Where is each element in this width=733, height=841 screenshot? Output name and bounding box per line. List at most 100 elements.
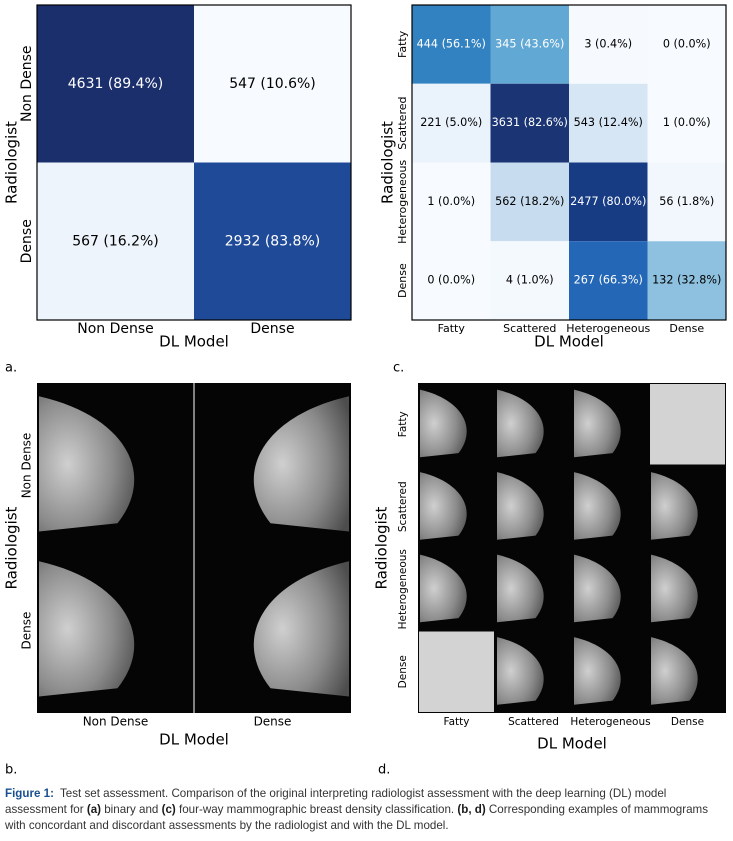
caption-label: Figure 1: — [5, 787, 54, 800]
mammogram — [39, 396, 135, 532]
cell-value: 4631 (89.4%) — [68, 76, 163, 92]
mammogram — [651, 472, 698, 540]
cell-value: 0 (0.0%) — [427, 274, 475, 287]
matrix-cell — [412, 241, 491, 320]
y-tick-label: Scattered — [396, 97, 409, 150]
mammogram — [574, 554, 621, 623]
empty-image — [650, 384, 725, 465]
matrix-cell — [569, 83, 648, 163]
x-tick-label: Non Dense — [77, 321, 154, 337]
mammogram — [253, 396, 349, 532]
mammogram — [420, 554, 467, 623]
matrix-cell — [490, 241, 569, 320]
cell-value: 547 (10.6%) — [229, 76, 316, 92]
y-axis-title: Radiologist — [3, 121, 21, 204]
matrix-cell — [490, 5, 569, 84]
panel-label: b. — [5, 763, 17, 778]
cell-value: 0 (0.0%) — [663, 37, 711, 50]
empty-image — [419, 631, 494, 712]
matrix-frame — [36, 4, 352, 321]
matrix-cell — [37, 162, 194, 320]
y-tick-label: Dense — [20, 612, 34, 650]
y-axis-title: Radiologist — [373, 506, 391, 589]
x-tick-label: Non Dense — [83, 715, 149, 729]
y-tick-label: Heterogeneous — [396, 160, 409, 244]
matrix-cell — [37, 5, 194, 163]
x-axis-title: DL Model — [537, 735, 607, 753]
matrix-cell — [412, 5, 491, 84]
x-tick-label: Dense — [671, 716, 704, 728]
mammogram — [497, 389, 544, 458]
x-tick-label: Heterogeneous — [570, 716, 650, 728]
mammogram — [574, 472, 621, 540]
caption-panel-ref: (c) — [161, 803, 176, 816]
cell-value: 3 (0.4%) — [584, 37, 632, 50]
matrix-cell — [194, 162, 351, 320]
matrix-cell — [490, 162, 569, 242]
mammogram — [574, 637, 621, 705]
x-axis-title: DL Model — [159, 333, 229, 351]
cell-value: 56 (1.8%) — [659, 195, 714, 208]
x-tick-label: Scattered — [503, 322, 556, 335]
y-tick-label: Fatty — [396, 30, 409, 58]
cell-value: 543 (12.4%) — [574, 116, 643, 129]
cell-value: 221 (5.0%) — [420, 116, 482, 129]
caption-text: four-way mammographic breast density cla… — [175, 803, 458, 816]
caption: Figure 1: Test set assessment. Comparison… — [5, 786, 727, 834]
mammogram — [651, 554, 698, 623]
caption-panel-ref: (b, d) — [457, 803, 486, 816]
panel-label: c. — [393, 361, 404, 376]
matrix-cell — [194, 5, 351, 163]
cell-value: 2477 (80.0%) — [570, 195, 646, 208]
matrix-cell — [647, 162, 726, 242]
x-tick-label: Fatty — [444, 716, 470, 728]
mammogram — [420, 389, 467, 458]
cell-value: 3631 (82.6%) — [492, 116, 568, 129]
cell-value: 4 (1.0%) — [506, 274, 554, 287]
caption-text: Corresponding examples of mammograms wit… — [5, 803, 709, 832]
matrix-cell — [412, 162, 491, 242]
x-tick-label: Dense — [254, 715, 292, 729]
matrix-cell — [647, 83, 726, 163]
matrix-cell — [647, 5, 726, 84]
matrix-cell — [569, 162, 648, 242]
x-tick-label: Dense — [250, 321, 294, 337]
caption-panel-ref: (a) — [86, 803, 102, 816]
matrix-cell — [647, 241, 726, 320]
y-tick-label: Dense — [397, 655, 409, 688]
y-tick-label: Non Dense — [19, 45, 35, 122]
cell-value: 567 (16.2%) — [72, 233, 159, 249]
matrix-cell — [490, 83, 569, 163]
cell-value: 2932 (83.8%) — [225, 233, 320, 249]
mammogram — [651, 637, 698, 705]
y-tick-label: Scattered — [397, 481, 409, 532]
cell-value: 1 (0.0%) — [663, 116, 711, 129]
cell-value: 444 (56.1%) — [417, 37, 486, 50]
cell-value: 562 (18.2%) — [495, 195, 564, 208]
y-axis-title: Radiologist — [3, 506, 21, 589]
mammogram — [39, 561, 135, 697]
x-axis-title: DL Model — [534, 333, 604, 351]
mammogram — [420, 472, 467, 540]
panel-label: d. — [378, 763, 390, 778]
x-tick-label: Fatty — [438, 322, 466, 335]
mammogram — [574, 389, 621, 458]
y-tick-label: Non Dense — [20, 433, 34, 499]
y-tick-label: Heterogeneous — [397, 549, 409, 629]
mammogram — [497, 554, 544, 623]
x-tick-label: Scattered — [508, 716, 559, 728]
mammogram — [253, 561, 349, 697]
x-tick-label: Dense — [669, 322, 704, 335]
y-axis-title: Radiologist — [379, 121, 397, 204]
cell-value: 1 (0.0%) — [427, 195, 475, 208]
y-tick-label: Fatty — [397, 411, 409, 437]
y-tick-label: Dense — [19, 219, 35, 263]
panel-label: a. — [5, 361, 17, 376]
matrix-cell — [412, 83, 491, 163]
cell-value: 132 (32.8%) — [652, 274, 721, 287]
caption-text: Test set assessment. Comparison of the o… — [5, 787, 667, 816]
mammogram — [497, 637, 544, 705]
x-tick-label: Heterogeneous — [566, 322, 650, 335]
